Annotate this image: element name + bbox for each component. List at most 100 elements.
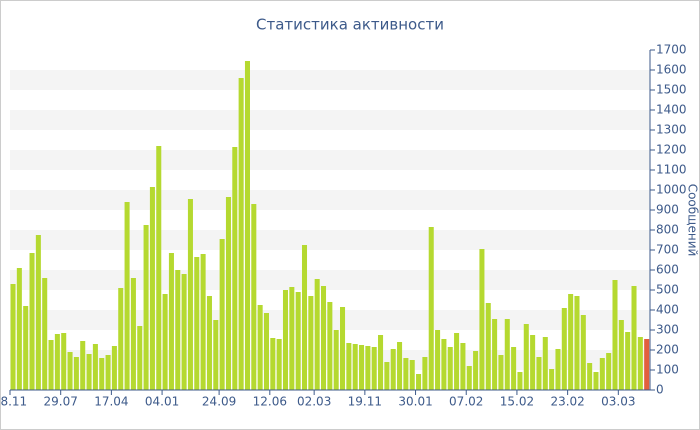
bar (200, 254, 206, 390)
y-tick-label: 1200 (656, 143, 687, 157)
bar (606, 353, 612, 390)
bar (137, 326, 143, 390)
bar (301, 245, 308, 390)
bar (492, 319, 498, 390)
bar (637, 337, 643, 390)
bar (42, 278, 48, 390)
y-tick-label: 700 (656, 243, 679, 257)
bar (257, 305, 263, 390)
bar (244, 61, 250, 390)
bar (599, 358, 605, 390)
bar (587, 363, 593, 390)
bar (568, 294, 574, 390)
bar (517, 372, 523, 390)
bar (390, 349, 396, 390)
y-tick-label: 1700 (656, 43, 687, 57)
bar (625, 332, 631, 390)
y-axis-title: Сообщений (686, 184, 700, 257)
x-tick-label: 15.02 (500, 395, 534, 409)
y-tick-label: 0 (656, 383, 664, 397)
bar (232, 147, 238, 390)
bar (143, 225, 149, 390)
bar (346, 343, 352, 390)
bar (54, 334, 60, 390)
bar (29, 253, 35, 390)
bar (473, 351, 479, 390)
bar (504, 319, 510, 390)
bar (263, 313, 270, 390)
bar (618, 320, 624, 390)
bar (384, 362, 390, 390)
bar (555, 349, 561, 390)
bar (447, 347, 453, 390)
bar (16, 268, 22, 390)
bar (206, 296, 212, 390)
bar (454, 333, 460, 390)
bar (48, 340, 54, 390)
bar (542, 337, 548, 390)
bar (593, 372, 599, 390)
bar (340, 307, 346, 390)
bar (118, 288, 124, 390)
y-tick-label: 1400 (656, 103, 687, 117)
y-tick-label: 500 (656, 283, 679, 297)
x-tick-label: 02.03 (297, 395, 331, 409)
bar (168, 253, 174, 390)
grid-band (10, 150, 650, 170)
bar (327, 302, 333, 390)
bar (67, 352, 73, 390)
bar (428, 227, 434, 390)
bar (409, 360, 415, 390)
x-tick-label: 03.03 (601, 395, 635, 409)
bar (270, 338, 276, 390)
bar (289, 287, 295, 390)
bar (92, 344, 98, 390)
grid-band (10, 70, 650, 90)
bar (371, 347, 377, 390)
bar (511, 347, 517, 390)
y-tick-label: 1500 (656, 83, 687, 97)
x-tick-label: 30.01 (398, 395, 432, 409)
bar (580, 315, 586, 390)
bar (416, 374, 422, 390)
x-tick-label: 07.02 (449, 395, 483, 409)
bar (498, 355, 504, 390)
bar (194, 257, 200, 390)
bar (156, 146, 162, 390)
bar (422, 357, 428, 390)
grid-band (10, 230, 650, 250)
bar (105, 355, 111, 390)
bar (397, 342, 403, 390)
x-tick-label: 29.07 (44, 395, 78, 409)
bar (549, 369, 555, 390)
x-tick-label: 08.11 (0, 395, 27, 409)
y-tick-label: 300 (656, 323, 679, 337)
bar (333, 330, 339, 390)
bar (130, 278, 136, 390)
bar (523, 324, 529, 390)
y-tick-label: 400 (656, 303, 679, 317)
y-tick-label: 200 (656, 343, 679, 357)
x-tick-label: 19.11 (348, 395, 382, 409)
bar (99, 358, 105, 390)
y-tick-label: 800 (656, 223, 679, 237)
bar (631, 286, 637, 390)
bar (466, 366, 472, 390)
bar (536, 357, 542, 390)
grid-band (10, 110, 650, 130)
bar (485, 303, 491, 390)
bar (251, 204, 257, 390)
y-tick-label: 1300 (656, 123, 687, 137)
y-tick-label: 1100 (656, 163, 687, 177)
bar (308, 296, 314, 390)
bar (35, 235, 41, 390)
x-tick-label: 23.02 (550, 395, 584, 409)
bar (561, 308, 567, 390)
y-tick-label: 1600 (656, 63, 687, 77)
bar (435, 330, 441, 390)
bar (80, 341, 86, 390)
bar (149, 187, 155, 390)
bar (187, 199, 193, 390)
bar (282, 290, 289, 390)
bar (175, 270, 181, 390)
